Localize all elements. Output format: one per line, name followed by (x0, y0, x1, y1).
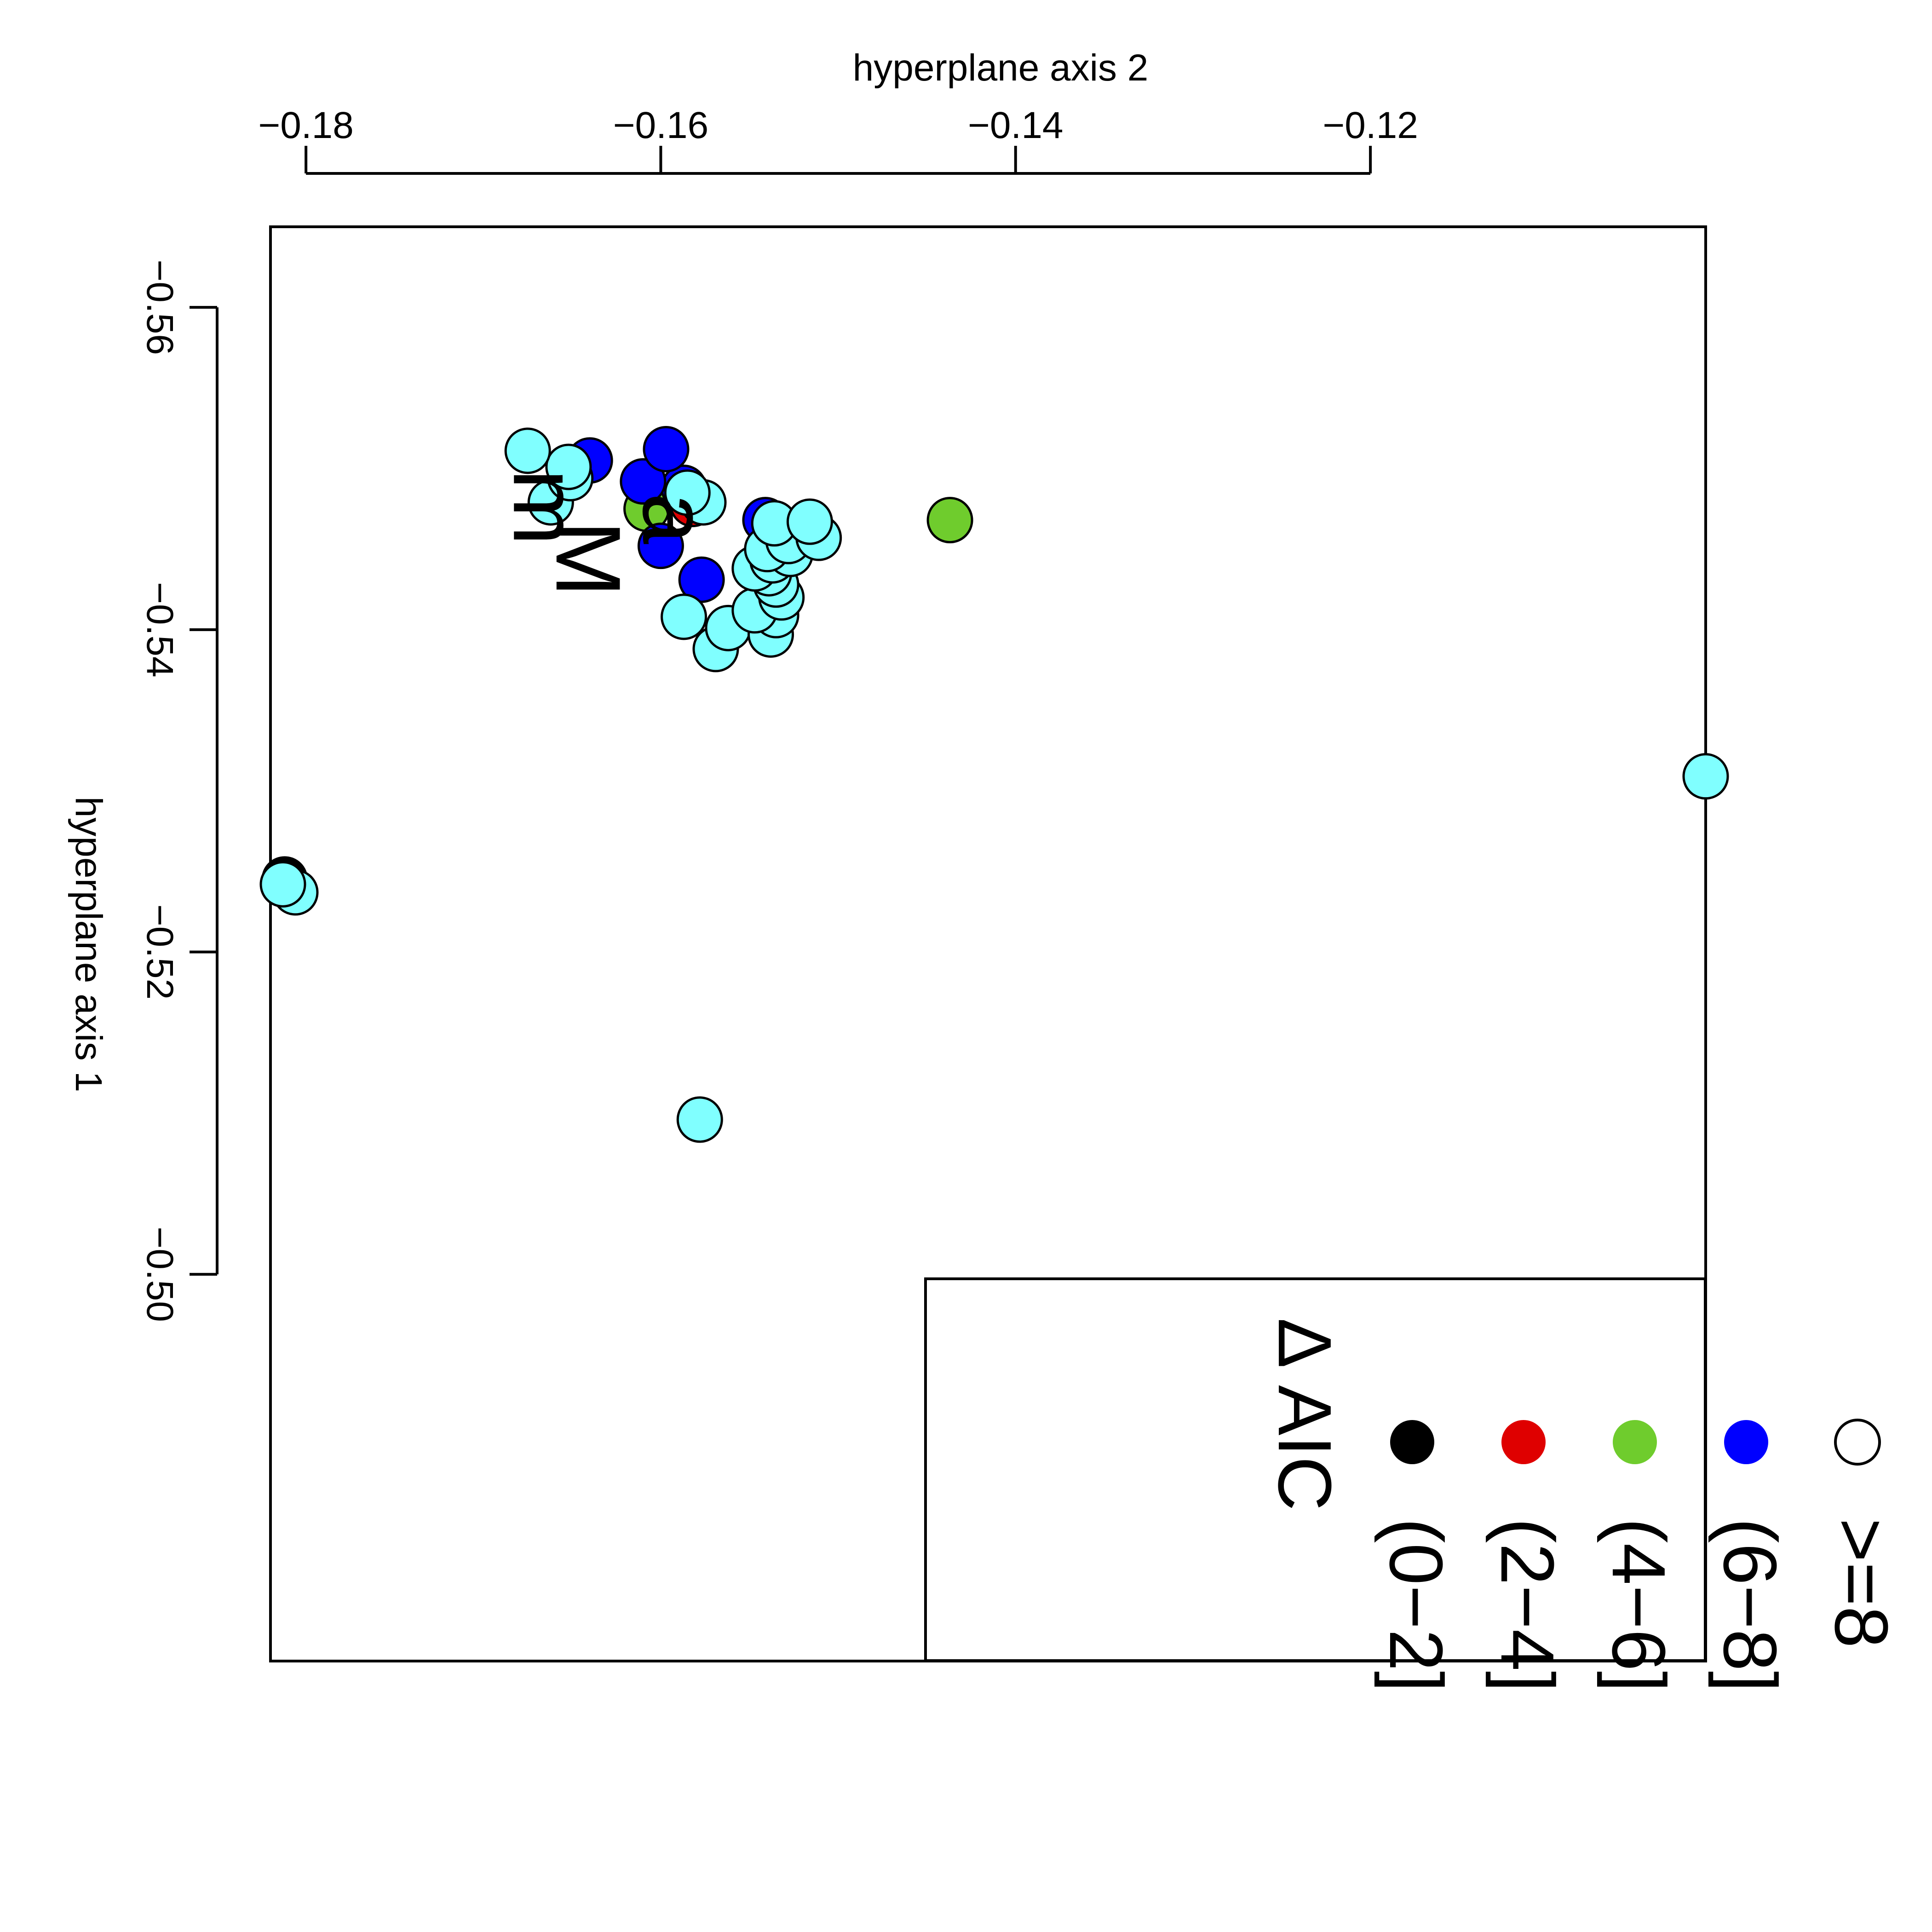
y-tick-label: −0.14 (968, 104, 1063, 146)
y-tick-label: −0.18 (258, 104, 353, 146)
point-annotations: amM (494, 469, 726, 597)
x-axis: −0.56 −0.54 −0.52 −0.50 (139, 259, 218, 1322)
data-point-8 (664, 469, 711, 516)
data-point-8 (1682, 753, 1729, 800)
data-point-6-8 (620, 458, 667, 505)
x-tick-label: −0.56 (139, 259, 181, 355)
y-axis-title: hyperplane axis 2 (853, 47, 1149, 89)
annotation-label: a (624, 493, 726, 544)
legend-marker (1834, 1419, 1881, 1466)
x-tick-label: −0.52 (139, 904, 181, 1000)
data-point-8 (676, 1096, 723, 1143)
y-tick-label: −0.12 (1322, 104, 1418, 146)
legend-label: (4−6] (1597, 1518, 1681, 1692)
x-axis-title: hyperplane axis 1 (68, 797, 109, 1092)
legend: Δ AIC (0−2] (2−4] (4−6] (6−8] >=8 (924, 1277, 1903, 1692)
legend-label: (0−2] (1374, 1518, 1458, 1692)
data-point-8 (545, 443, 592, 490)
y-axis: −0.18 −0.16 −0.14 −0.12 (258, 104, 1418, 175)
data-point-8 (786, 498, 833, 545)
data-point-6-8 (637, 523, 684, 569)
rotated-figure: −0.56−0.54−0.52−0.50 −0.18 −0.16 −0.14 −0.1… (68, 47, 1903, 1692)
legend-title: Δ AIC (1263, 1318, 1347, 1511)
legend-box (924, 1277, 1707, 1662)
legend-label: >=8 (1819, 1518, 1903, 1648)
data-point-8 (504, 427, 551, 474)
x-tick-label: −0.54 (139, 582, 181, 677)
legend-entries: (0−2] (2−4] (4−6] (6−8] >=8 (1374, 1419, 1903, 1692)
legend-marker (1501, 1420, 1546, 1464)
data-point-4-6 (926, 497, 973, 544)
data-point-8 (259, 861, 306, 908)
data-points (259, 426, 1729, 1143)
legend-label: (6−8] (1708, 1518, 1792, 1692)
annotation-label: M (537, 520, 639, 597)
annotation-label: m (494, 469, 597, 546)
legend-marker (1613, 1420, 1657, 1464)
y-tick-label: −0.16 (613, 104, 708, 146)
legend-marker (1724, 1420, 1768, 1464)
data-point-6-8 (643, 426, 690, 472)
legend-label: (2−4] (1485, 1518, 1570, 1692)
legend-marker (1390, 1420, 1434, 1464)
data-point-8 (661, 593, 707, 640)
x-tick-label: −0.50 (139, 1226, 181, 1322)
